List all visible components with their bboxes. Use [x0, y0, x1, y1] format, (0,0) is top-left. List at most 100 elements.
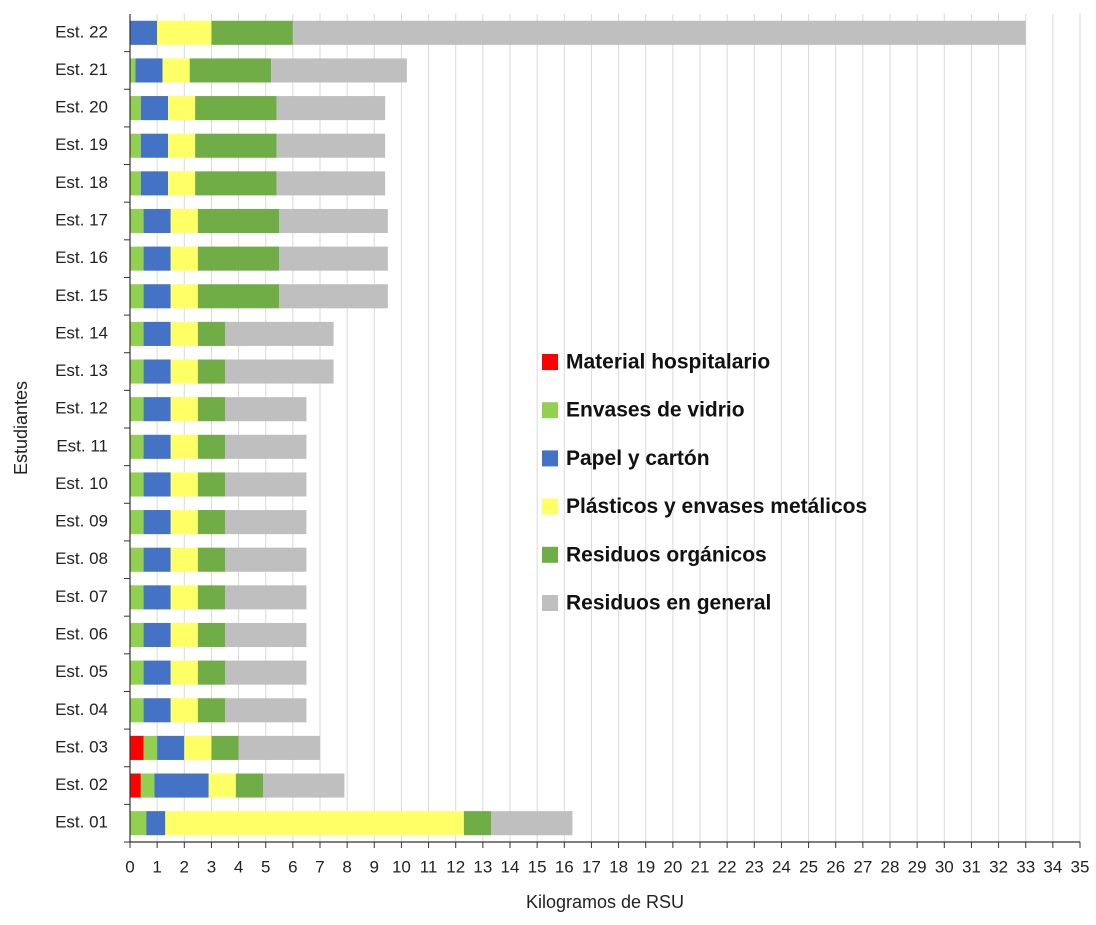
y-tick-label: Est. 18: [55, 173, 108, 192]
bar-segment: [195, 96, 277, 121]
bar-segment: [130, 321, 144, 346]
bar-segment: [197, 321, 225, 346]
bar-segment: [130, 773, 141, 798]
bar-segment: [276, 96, 386, 121]
x-tick-label: 16: [555, 857, 574, 876]
bar-segment: [143, 321, 171, 346]
x-tick-label: 11: [420, 857, 438, 876]
bar-segment: [140, 133, 168, 158]
y-tick-label: Est. 07: [55, 587, 108, 606]
x-tick-label: 13: [473, 857, 492, 876]
bar-segment: [491, 811, 573, 836]
y-tick-label: Est. 16: [55, 248, 108, 267]
bar-segment: [170, 434, 198, 459]
x-tick-label: 6: [288, 857, 297, 876]
bar-segment: [279, 246, 388, 271]
bar-segment: [143, 397, 171, 422]
y-tick-label: Est. 03: [55, 737, 108, 756]
bar-segment: [130, 133, 141, 158]
bar-segment: [225, 698, 307, 723]
bar-segment: [130, 547, 144, 572]
bar-segment: [197, 246, 280, 271]
y-tick-label: Est. 15: [55, 286, 108, 305]
y-tick-label: Est. 11: [56, 436, 108, 455]
bar-segment: [463, 811, 491, 836]
bar-segment: [271, 58, 407, 83]
bar-segment: [130, 698, 144, 723]
x-tick-label: 22: [718, 857, 737, 876]
bar-segment: [225, 585, 307, 610]
legend-label: Material hospitalario: [566, 351, 770, 374]
bar-segment: [143, 284, 171, 309]
bar-segment: [225, 434, 307, 459]
bar-segment: [168, 133, 196, 158]
bar-segment: [130, 472, 144, 497]
bar-segment: [279, 284, 388, 309]
y-tick-label: Est. 09: [55, 512, 108, 531]
bar-segment: [211, 735, 239, 760]
bar-segment: [168, 96, 196, 121]
x-tick-label: 1: [152, 857, 161, 876]
x-tick-label: 5: [261, 857, 270, 876]
bar-segment: [162, 58, 190, 83]
bar-segment: [157, 735, 185, 760]
bar-segment: [197, 208, 280, 234]
bar-segment: [157, 20, 212, 45]
bar-segment: [143, 359, 171, 384]
bar-segment: [235, 773, 263, 798]
x-tick-label: 26: [826, 857, 845, 876]
bar-segment: [197, 698, 225, 723]
x-tick-label: 7: [315, 857, 324, 876]
bar-segment: [130, 20, 158, 45]
bar-segment: [225, 397, 307, 422]
bar-segment: [130, 510, 144, 535]
bar-segment: [143, 510, 171, 535]
x-tick-label: 3: [207, 857, 216, 876]
bar-segment: [170, 321, 198, 346]
bar-segment: [168, 171, 196, 196]
bar-segment: [170, 510, 198, 535]
bar-segment: [225, 547, 307, 572]
x-tick-label: 10: [392, 857, 411, 876]
legend-label: Residuos orgánicos: [566, 543, 767, 566]
bar-segment: [130, 96, 141, 121]
bar-segment: [197, 472, 225, 497]
x-tick-label: 8: [342, 857, 351, 876]
bar-segment: [170, 622, 198, 648]
bar-segment: [130, 434, 144, 459]
bar-segment: [130, 585, 144, 610]
bar-segment: [143, 434, 171, 459]
x-tick-label: 19: [636, 857, 655, 876]
x-tick-label: 24: [772, 857, 791, 876]
x-tick-label: 15: [528, 857, 547, 876]
y-tick-label: Est. 13: [55, 361, 108, 380]
bar-segment: [225, 622, 307, 648]
bar-segment: [170, 246, 198, 271]
bar-segment: [165, 811, 464, 836]
x-tick-label: 18: [609, 857, 628, 876]
bar-segment: [170, 208, 198, 234]
x-tick-label: 20: [663, 857, 682, 876]
bar-segment: [276, 133, 386, 158]
x-tick-label: 29: [908, 857, 927, 876]
bar-segment: [170, 547, 198, 572]
bar-segment: [195, 171, 277, 196]
x-tick-label: 33: [1016, 857, 1035, 876]
x-tick-label: 17: [582, 857, 601, 876]
legend-label: Plásticos y envases metálicos: [566, 495, 867, 518]
x-tick-label: 0: [125, 857, 134, 876]
y-tick-label: Est. 06: [55, 624, 108, 643]
x-tick-label: 35: [1071, 857, 1090, 876]
bar-segment: [263, 773, 345, 798]
bar-segment: [170, 698, 198, 723]
bar-segment: [195, 133, 277, 158]
bar-segment: [197, 397, 225, 422]
bar-segment: [130, 811, 147, 836]
legend-label: Envases de vidrio: [566, 399, 745, 422]
bar-segment: [130, 58, 136, 83]
legend-swatch: [542, 595, 558, 611]
bar-segment: [197, 284, 280, 309]
legend-label: Residuos en general: [566, 592, 771, 615]
